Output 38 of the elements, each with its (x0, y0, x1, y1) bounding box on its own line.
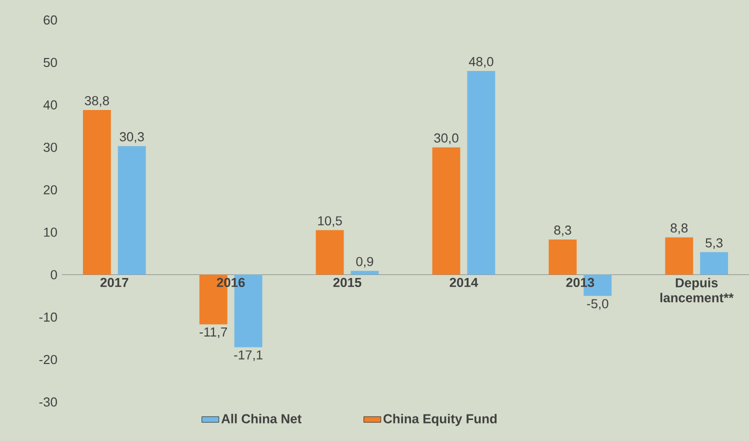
bar (118, 146, 146, 275)
y-tick-label: -20 (39, 354, 57, 364)
y-tick-label: 0 (50, 270, 57, 280)
bar (350, 270, 379, 275)
bar (82, 110, 111, 275)
bar (665, 237, 694, 275)
bar (432, 147, 460, 275)
bar (700, 252, 728, 275)
y-tick-label: 50 (44, 58, 57, 68)
x-tick-label: Depuis lancement** (660, 278, 734, 302)
y-tick-label: 40 (43, 100, 57, 110)
data-label: 30,0 (434, 133, 458, 144)
y-tick-label: 20 (44, 185, 57, 194)
x-tick-label: 2016 (216, 278, 245, 288)
data-label: -17,1 (234, 350, 262, 362)
legend-label: All China Net (221, 414, 302, 424)
data-label: 48,0 (468, 57, 494, 68)
x-tick-label: 2014 (450, 278, 478, 288)
x-tick-label: 2017 (100, 278, 128, 288)
y-tick-label: 30 (44, 142, 57, 152)
bar (316, 230, 344, 275)
data-label: 5,3 (706, 238, 723, 249)
y-tick-label: 60 (44, 15, 57, 25)
bar (548, 239, 577, 275)
legend-label: China Equity Fund (384, 414, 497, 426)
data-label: 10,5 (318, 216, 342, 227)
bar (467, 70, 496, 275)
x-tick-label: 2015 (333, 278, 362, 288)
y-tick-label: -10 (39, 312, 57, 322)
data-label: 38,8 (84, 96, 109, 107)
data-label: 8,3 (554, 226, 572, 236)
data-label: 0,9 (356, 256, 374, 268)
y-tick-label: 10 (44, 228, 57, 237)
data-label: -11,7 (200, 328, 227, 338)
data-label: 8,8 (670, 223, 688, 234)
data-label: -5,0 (587, 299, 608, 310)
data-label: 30,3 (120, 132, 144, 143)
y-tick-label: -30 (39, 397, 57, 407)
